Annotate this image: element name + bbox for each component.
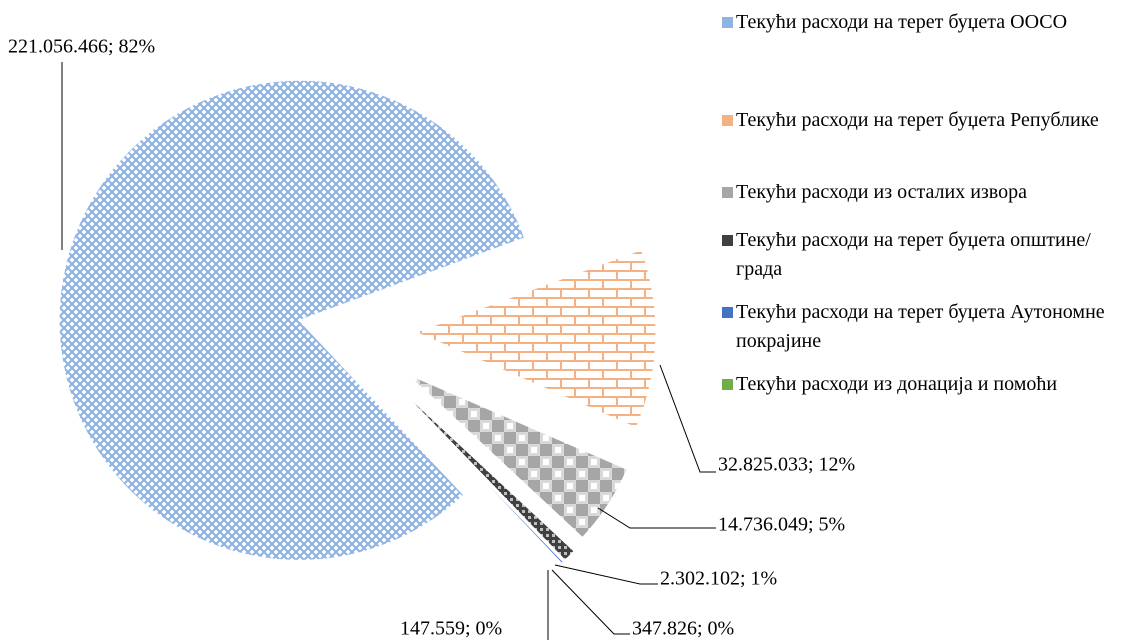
legend-swatch — [722, 17, 733, 28]
legend-swatch — [722, 379, 733, 390]
legend-item: Текући расходи на терет буџета ООСО — [720, 8, 1128, 37]
pie-slice — [406, 373, 628, 539]
legend-label: Текући расходи из осталих извора — [736, 181, 1027, 203]
legend-item: Текући расходи на терет буџета Републике — [720, 106, 1128, 135]
legend-label: Текући расходи на терет буџета ООСО — [736, 11, 1068, 33]
data-label: 221.056.466; 82% — [8, 36, 155, 58]
legend-item: Текући расходи на терет буџета општине/г… — [720, 226, 1128, 284]
legend-label: Текући расходи на терет буџета Аутономне… — [736, 301, 1105, 352]
leader-line — [551, 569, 630, 635]
data-label: 347.826; 0% — [632, 618, 734, 640]
legend-swatch — [722, 307, 733, 318]
legend-swatch — [722, 235, 733, 246]
legend-item: Текући расходи из донација и помоћи — [720, 370, 1128, 399]
data-label: 32.825.033; 12% — [718, 454, 855, 476]
legend-label: Текући расходи на терет буџета Републике — [736, 109, 1099, 131]
data-label: 2.302.102; 1% — [660, 568, 777, 590]
legend-item: Текући расходи на терет буџета Аутономне… — [720, 298, 1128, 356]
data-label: 147.559; 0% — [400, 618, 502, 640]
leader-line — [554, 564, 658, 585]
legend-label: Текући расходи на терет буџета општине/г… — [736, 229, 1091, 280]
pie-slice — [414, 249, 657, 429]
pie-slice — [58, 79, 526, 561]
legend-swatch — [722, 187, 733, 198]
leader-line — [597, 507, 716, 529]
data-label: 14.736.049; 5% — [718, 514, 845, 536]
legend-label: Текући расходи из донација и помоћи — [736, 373, 1058, 395]
legend-swatch — [722, 115, 733, 126]
pie-slice — [395, 389, 563, 565]
leader-line — [659, 364, 716, 473]
legend-item: Текући расходи из осталих извора — [720, 178, 1128, 207]
pie-slice — [398, 387, 575, 561]
